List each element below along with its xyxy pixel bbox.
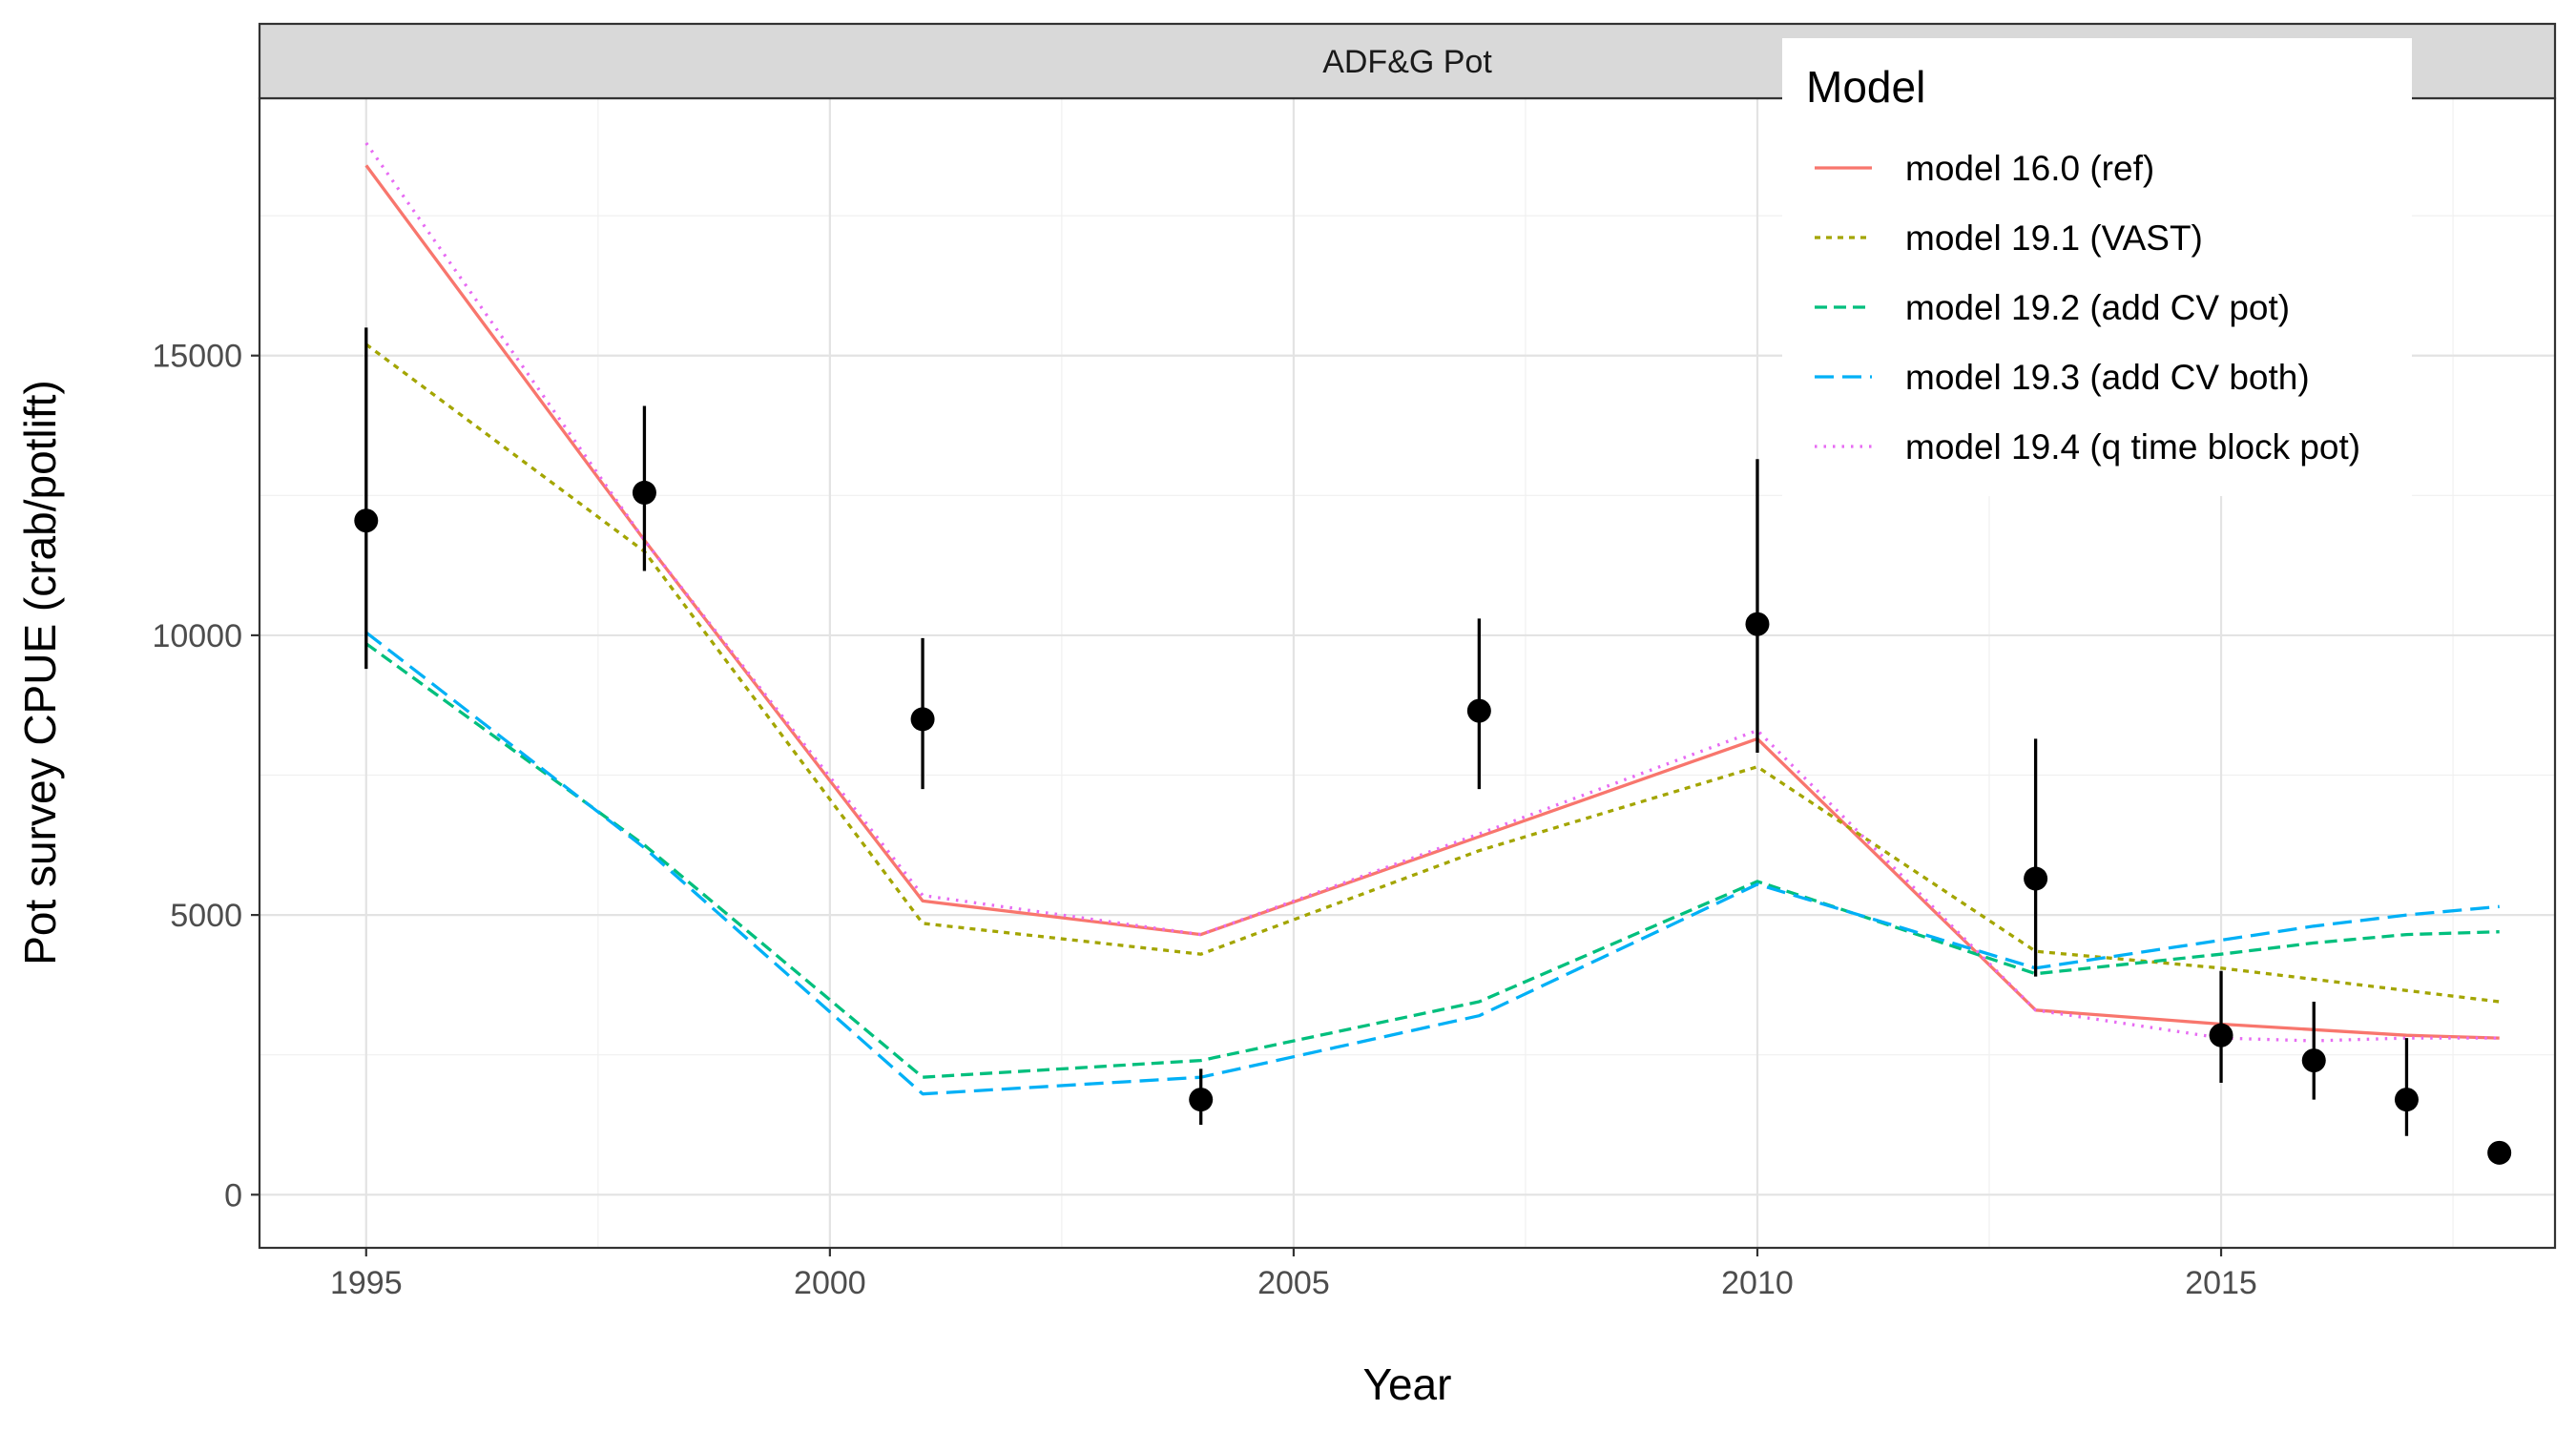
legend-title: Model [1806, 62, 1925, 112]
x-axis: 1995 2000 2005 2010 2015 [330, 1248, 2257, 1301]
x-tick-label: 2000 [794, 1265, 866, 1301]
observed-point [2301, 1048, 2326, 1073]
observed-point [910, 707, 935, 732]
x-tick-label: 2015 [2185, 1265, 2257, 1301]
x-tick-label: 1995 [330, 1265, 403, 1301]
legend-label-2: model 19.1 (VAST) [1905, 218, 2203, 258]
legend: Model model 16.0 (ref)model 19.1 (VAST)m… [1782, 38, 2412, 496]
y-tick-label: 15000 [152, 339, 242, 375]
x-axis-title: Year [1363, 1359, 1452, 1409]
observed-point [2209, 1023, 2233, 1047]
legend-label-5: model 19.4 (q time block pot) [1905, 427, 2360, 467]
observed-point [354, 508, 379, 533]
y-tick-label: 10000 [152, 618, 242, 654]
y-axis: 0 5000 10000 15000 [152, 339, 260, 1213]
observed-point [2394, 1088, 2419, 1112]
y-tick-label: 5000 [170, 898, 242, 934]
x-tick-label: 2010 [1721, 1265, 1794, 1301]
observed-point [1745, 612, 1770, 636]
x-tick-label: 2005 [1257, 1265, 1330, 1301]
observed-points [354, 327, 2512, 1165]
observed-point [1189, 1088, 1214, 1112]
y-axis-title: Pot survey CPUE (crab/potlift) [15, 380, 65, 965]
legend-label-4: model 19.3 (add CV both) [1905, 358, 2310, 397]
legend-label-1: model 16.0 (ref) [1905, 149, 2154, 188]
grid-major [260, 98, 2555, 1248]
legend-label-3: model 19.2 (add CV pot) [1905, 288, 2290, 327]
observed-point [2024, 866, 2048, 891]
series-line-2 [364, 342, 2500, 1004]
observed-point [2487, 1140, 2512, 1165]
observed-point [1466, 698, 1491, 723]
series-line-4 [364, 631, 2500, 1096]
series-line-3 [364, 642, 2500, 1079]
observed-point [632, 480, 656, 505]
legend-items: model 16.0 (ref) model 19.1 (VAST) model 1… [1815, 149, 2360, 467]
y-tick-label: 0 [224, 1177, 242, 1213]
facet-strip-label: ADF&G Pot [1322, 44, 1492, 80]
legend-background [1782, 38, 2412, 496]
